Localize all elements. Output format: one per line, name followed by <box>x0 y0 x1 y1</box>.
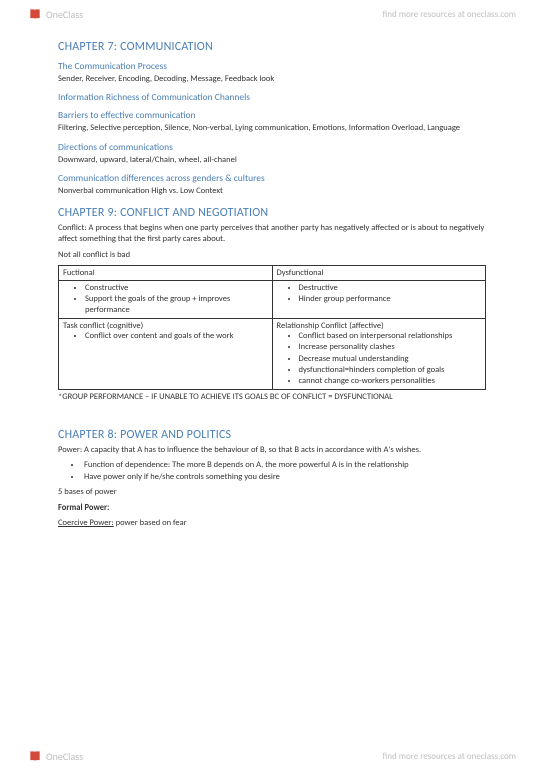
footer-tagline: find more resources at oneclass.com <box>383 751 516 762</box>
communication-process-text: Sender, Receiver, Encoding, Decoding, Me… <box>58 74 486 85</box>
cell-relationship-conflict: Relationship Conflict (affective) Confli… <box>272 319 486 389</box>
section-info-richness: Information Richness of Communication Ch… <box>58 91 486 103</box>
cell-functional-header: Fuctional <box>59 266 273 281</box>
task-conflict-header: Task conflict (cognitive) <box>63 321 268 331</box>
barriers-text: Filtering, Selective perception, Silence… <box>58 123 486 134</box>
power-bullets: Function of dependence: The more B depen… <box>58 460 486 483</box>
coercive-power-text: power based on fear <box>114 518 187 528</box>
list-item: Increase personality clashes <box>299 342 482 353</box>
cell-task-conflict: Task conflict (cognitive) Conflict over … <box>59 319 273 389</box>
conflict-note: Not all conflict is bad <box>58 250 486 261</box>
formal-power-heading: Formal Power: <box>58 503 486 514</box>
table-row: Fuctional Dysfunctional <box>59 266 486 281</box>
brand-name: OneClass <box>46 8 83 21</box>
conflict-table: Fuctional Dysfunctional Constructive Sup… <box>58 265 486 389</box>
chapter-8-title: CHAPTER 8: POWER AND POLITICS <box>58 428 486 442</box>
list-item: Have power only if he/she controls somet… <box>82 472 486 483</box>
directions-text: Downward, upward, lateral/Chain, wheel, … <box>58 155 486 166</box>
list-item: Function of dependence: The more B depen… <box>82 460 486 471</box>
page-footer: OneClass find more resources at oneclass… <box>0 742 544 770</box>
table-row: Constructive Support the goals of the gr… <box>59 281 486 319</box>
brand-logo: OneClass <box>28 7 83 21</box>
relationship-conflict-header: Relationship Conflict (affective) <box>277 321 482 331</box>
book-icon <box>28 749 42 763</box>
coercive-power-label: Coercive Power: <box>58 518 114 528</box>
list-item: Decrease mutual understanding <box>299 354 482 365</box>
section-gender-culture: Communication differences across genders… <box>58 172 486 184</box>
list-item: Hinder group performance <box>299 294 482 305</box>
coercive-power-line: Coercive Power: power based on fear <box>58 518 486 529</box>
bases-of-power-heading: 5 bases of power <box>58 487 486 498</box>
section-barriers: Barriers to effective communication <box>58 109 486 121</box>
page-header: OneClass find more resources at oneclass… <box>0 0 544 28</box>
chapter-9-title: CHAPTER 9: CONFLICT AND NEGOTIATION <box>58 206 486 220</box>
cell-dysfunctional-header: Dysfunctional <box>272 266 486 281</box>
gender-culture-text: Nonverbal communication High vs. Low Con… <box>58 186 486 197</box>
chapter-7-title: CHAPTER 7: COMMUNICATION <box>58 40 486 54</box>
header-tagline: find more resources at oneclass.com <box>383 9 516 20</box>
cell-functional-list: Constructive Support the goals of the gr… <box>59 281 273 319</box>
group-performance-note: *GROUP PERFORMANCE – IF UNABLE TO ACHIEV… <box>58 392 486 402</box>
document-content: CHAPTER 7: COMMUNICATION The Communicati… <box>0 28 544 529</box>
list-item: Support the goals of the group + improve… <box>85 294 268 316</box>
list-item: Conflict over content and goals of the w… <box>85 331 268 342</box>
table-row: Task conflict (cognitive) Conflict over … <box>59 319 486 389</box>
section-communication-process: The Communication Process <box>58 60 486 72</box>
brand-logo: OneClass <box>28 749 83 763</box>
section-directions: Directions of communications <box>58 141 486 153</box>
power-definition: Power: A capacity that A has to influenc… <box>58 445 486 456</box>
list-item: cannot change co-workers personalities <box>299 376 482 387</box>
book-icon <box>28 7 42 21</box>
brand-name: OneClass <box>46 750 83 763</box>
list-item: Destructive <box>299 283 482 294</box>
list-item: dysfunctional=hinders completion of goal… <box>299 365 482 376</box>
list-item: Conflict based on interpersonal relation… <box>299 331 482 342</box>
list-item: Constructive <box>85 283 268 294</box>
conflict-definition: Conflict: A process that begins when one… <box>58 223 486 246</box>
cell-dysfunctional-list: Destructive Hinder group performance <box>272 281 486 319</box>
